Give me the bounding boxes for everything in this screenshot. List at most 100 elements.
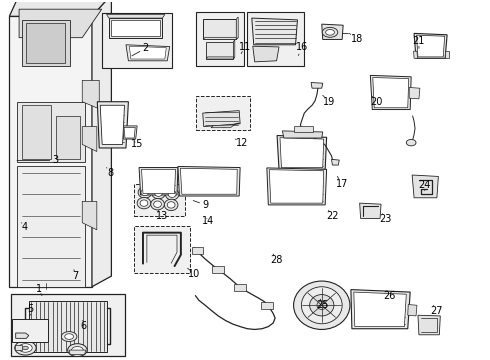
Ellipse shape [317, 301, 327, 310]
Bar [196, 12, 244, 66]
Polygon shape [416, 35, 445, 57]
Polygon shape [180, 168, 237, 194]
Polygon shape [253, 46, 279, 62]
Text: 6: 6 [81, 320, 87, 331]
Text: 14: 14 [202, 216, 215, 226]
Bar [11, 294, 125, 356]
Text: 24: 24 [418, 180, 431, 191]
Polygon shape [373, 77, 409, 108]
Polygon shape [82, 127, 97, 152]
Text: 28: 28 [270, 254, 283, 265]
Text: 13: 13 [156, 210, 169, 221]
Polygon shape [360, 203, 381, 219]
Polygon shape [203, 19, 236, 40]
Text: 22: 22 [326, 210, 339, 221]
Text: 19: 19 [323, 95, 336, 107]
Polygon shape [294, 126, 313, 132]
Polygon shape [418, 315, 441, 335]
Polygon shape [408, 305, 417, 316]
Bar [12, 319, 48, 342]
Polygon shape [282, 131, 323, 138]
Polygon shape [354, 292, 406, 327]
Polygon shape [16, 333, 29, 338]
Polygon shape [17, 166, 85, 287]
Polygon shape [351, 289, 410, 329]
Polygon shape [211, 125, 234, 128]
Ellipse shape [72, 347, 83, 354]
Text: 26: 26 [384, 290, 396, 301]
Ellipse shape [155, 190, 162, 196]
Polygon shape [277, 135, 327, 169]
Polygon shape [126, 45, 170, 61]
Polygon shape [409, 87, 420, 99]
Ellipse shape [167, 202, 175, 208]
Text: 12: 12 [235, 138, 249, 148]
Polygon shape [109, 18, 162, 38]
Ellipse shape [65, 334, 74, 339]
Polygon shape [29, 301, 106, 351]
Bar [134, 184, 185, 216]
Polygon shape [445, 51, 449, 58]
Ellipse shape [137, 197, 151, 209]
Ellipse shape [406, 139, 416, 146]
Text: 10: 10 [188, 268, 200, 279]
Bar [134, 226, 190, 273]
Polygon shape [142, 169, 175, 194]
Text: 25: 25 [317, 299, 329, 310]
Text: 27: 27 [430, 305, 442, 316]
Ellipse shape [23, 346, 28, 350]
Polygon shape [100, 105, 124, 144]
Text: 17: 17 [336, 176, 348, 189]
Polygon shape [412, 175, 439, 198]
Ellipse shape [61, 332, 77, 342]
Text: 15: 15 [130, 139, 143, 149]
Polygon shape [139, 167, 178, 195]
Text: 21: 21 [413, 36, 425, 48]
Ellipse shape [140, 200, 148, 206]
Polygon shape [111, 20, 160, 36]
Ellipse shape [138, 187, 152, 198]
Text: 1: 1 [35, 284, 42, 296]
Ellipse shape [310, 294, 334, 316]
Text: 23: 23 [380, 214, 392, 224]
Polygon shape [331, 159, 339, 165]
Ellipse shape [322, 27, 338, 37]
Ellipse shape [164, 199, 178, 211]
Polygon shape [22, 105, 50, 159]
Ellipse shape [326, 30, 334, 35]
Polygon shape [26, 23, 65, 63]
Text: 11: 11 [239, 41, 251, 54]
Polygon shape [206, 57, 235, 59]
Ellipse shape [141, 189, 149, 195]
Polygon shape [129, 46, 166, 59]
Polygon shape [55, 116, 80, 159]
Polygon shape [98, 102, 128, 148]
Text: 16: 16 [296, 41, 308, 55]
Ellipse shape [151, 198, 164, 210]
Polygon shape [92, 0, 111, 287]
Polygon shape [267, 168, 327, 205]
Ellipse shape [15, 341, 36, 355]
Ellipse shape [301, 287, 342, 324]
Polygon shape [322, 24, 343, 40]
Ellipse shape [165, 189, 179, 200]
Polygon shape [22, 20, 70, 66]
Polygon shape [19, 9, 102, 38]
Polygon shape [17, 102, 85, 162]
Polygon shape [178, 166, 240, 196]
Polygon shape [414, 33, 447, 58]
Ellipse shape [168, 191, 176, 197]
Polygon shape [370, 75, 411, 109]
Polygon shape [203, 111, 240, 127]
Polygon shape [82, 80, 99, 109]
Polygon shape [69, 350, 86, 354]
Polygon shape [280, 138, 324, 167]
Polygon shape [82, 201, 97, 230]
Polygon shape [124, 127, 135, 138]
Ellipse shape [294, 281, 350, 329]
Polygon shape [252, 18, 297, 45]
Text: 3: 3 [17, 156, 59, 166]
Polygon shape [233, 40, 235, 59]
Polygon shape [261, 302, 273, 309]
Text: 4: 4 [22, 222, 28, 232]
